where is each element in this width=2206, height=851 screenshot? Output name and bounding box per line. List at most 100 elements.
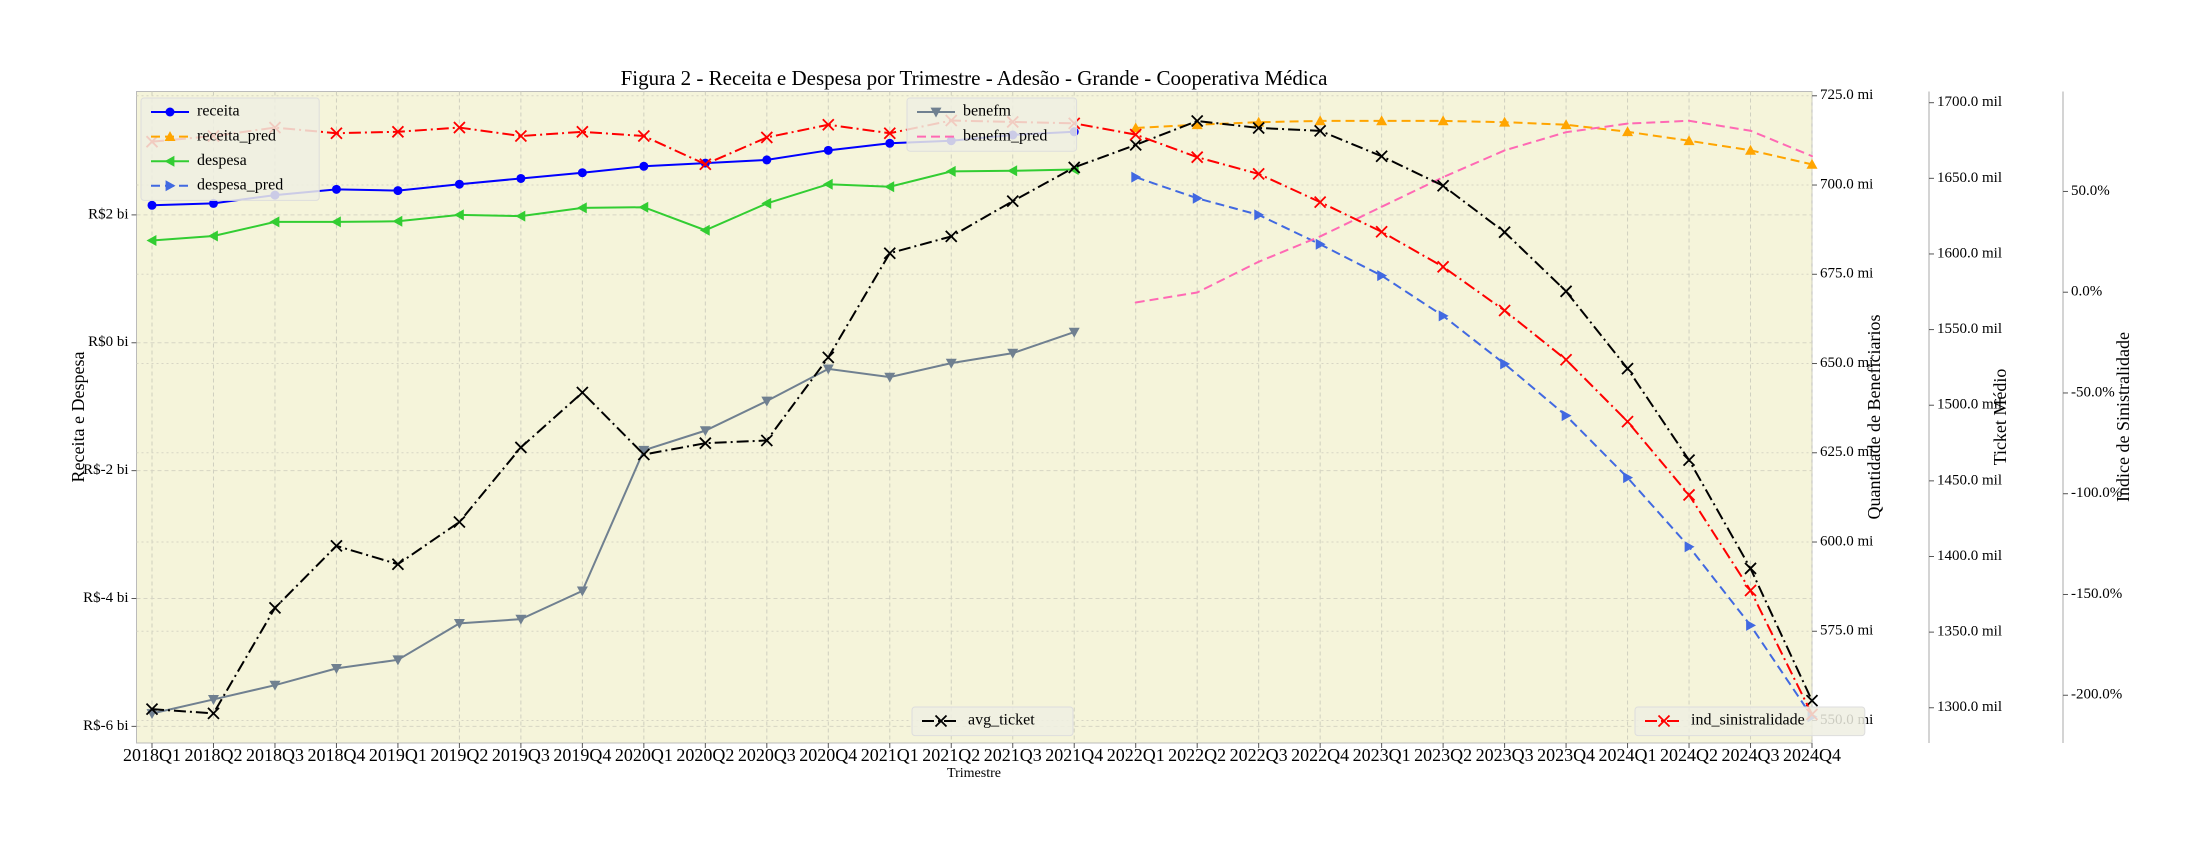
marker <box>1682 453 1696 467</box>
marker <box>207 230 218 242</box>
y2-tick-label: 600.0 mi <box>1820 533 1873 549</box>
y4-axis-label: Indice de Sinistralidade <box>2113 332 2133 502</box>
point <box>1380 205 1383 208</box>
point <box>1503 149 1506 152</box>
x-tick-label: 2020Q1 <box>615 745 673 765</box>
marker <box>516 173 526 183</box>
marker <box>1377 270 1388 282</box>
marker <box>638 201 649 213</box>
marker <box>207 707 220 720</box>
series-line <box>1135 119 1813 166</box>
marker <box>1130 122 1142 133</box>
marker <box>1252 167 1265 181</box>
marker <box>1375 150 1388 163</box>
marker <box>165 107 175 117</box>
x-tick-label: 2022Q4 <box>1291 745 1349 765</box>
marker <box>1436 179 1450 192</box>
y3-tick-label: 1700.0 mil <box>1937 94 2002 110</box>
y3-tick-label: 1650.0 mil <box>1937 170 2002 186</box>
marker <box>330 539 343 553</box>
marker <box>330 127 343 140</box>
x-tick-label: 2019Q2 <box>430 745 488 765</box>
y-tick-label: R$0 bi <box>88 334 128 350</box>
marker <box>822 118 835 131</box>
point <box>1565 131 1568 134</box>
marker <box>330 216 341 228</box>
x-tick-label: 2018Q3 <box>246 745 304 765</box>
x-tick-label: 2024Q3 <box>1722 745 1780 765</box>
y2-tick-label: 625.0 mi <box>1820 444 1873 460</box>
marker <box>515 614 527 625</box>
x-tick-label: 2024Q2 <box>1660 745 1718 765</box>
x-tick-label: 2021Q3 <box>984 745 1042 765</box>
legend-box <box>911 706 1074 737</box>
marker <box>1314 115 1326 126</box>
y-tick-label: R$-4 bi <box>83 590 128 606</box>
marker <box>1499 116 1511 127</box>
x-tick-label: 2019Q4 <box>553 745 611 765</box>
y2-tick-label: 650.0 mi <box>1820 355 1873 371</box>
marker <box>331 184 341 194</box>
x-tick-label: 2018Q1 <box>123 745 181 765</box>
marker <box>393 186 403 196</box>
marker <box>165 180 176 192</box>
marker <box>208 198 218 208</box>
marker <box>1007 348 1019 359</box>
marker <box>884 181 895 193</box>
y4-tick-label: -200.0% <box>2071 687 2122 703</box>
marker <box>1191 151 1204 164</box>
marker <box>515 210 526 222</box>
marker <box>1254 209 1265 221</box>
marker <box>391 558 405 571</box>
marker <box>699 224 710 236</box>
marker <box>934 714 948 728</box>
legend-label: receita_pred <box>197 127 276 144</box>
marker <box>1657 714 1671 728</box>
marker <box>639 161 649 171</box>
marker <box>638 445 650 456</box>
marker <box>1745 144 1757 155</box>
series-line <box>1135 119 1813 304</box>
y4-tick-label: -100.0% <box>2071 485 2122 501</box>
marker <box>576 202 587 214</box>
x-axis-label: Trimestre <box>947 766 1001 781</box>
marker <box>884 372 896 383</box>
marker <box>1744 562 1757 575</box>
marker <box>146 234 157 246</box>
legend: ind_sinistralidade <box>1634 706 1866 737</box>
marker <box>1500 358 1511 370</box>
marker <box>1744 584 1757 597</box>
point <box>1811 155 1813 158</box>
point <box>1688 119 1691 122</box>
marker <box>823 145 833 155</box>
marker <box>945 230 958 243</box>
marker <box>1315 238 1326 250</box>
y3-tick-label: 1450.0 mil <box>1937 472 2002 488</box>
series-line <box>151 119 1813 715</box>
marker <box>822 351 835 364</box>
marker <box>762 155 772 165</box>
marker <box>1007 165 1018 177</box>
x-tick-label: 2022Q3 <box>1230 745 1288 765</box>
marker <box>637 129 650 143</box>
point <box>1196 291 1199 294</box>
x-tick-label: 2019Q3 <box>492 745 550 765</box>
marker <box>1191 119 1203 130</box>
x-tick-label: 2023Q3 <box>1476 745 1534 765</box>
legend-label: despesa_pred <box>197 176 283 193</box>
marker <box>1561 410 1572 422</box>
marker <box>761 197 772 209</box>
point <box>1442 176 1445 179</box>
x-tick-label: 2022Q1 <box>1107 745 1165 765</box>
legend-label: benefm <box>963 103 1012 120</box>
marker <box>453 121 466 134</box>
series-line <box>1135 176 1813 718</box>
marker <box>1068 161 1081 174</box>
legend-box <box>140 97 320 201</box>
marker <box>1375 225 1388 238</box>
marker <box>1376 115 1388 126</box>
y3-tick-label: 1300.0 mil <box>1937 699 2002 715</box>
y2-tick-label: 575.0 mi <box>1820 623 1873 639</box>
marker <box>1006 195 1019 208</box>
